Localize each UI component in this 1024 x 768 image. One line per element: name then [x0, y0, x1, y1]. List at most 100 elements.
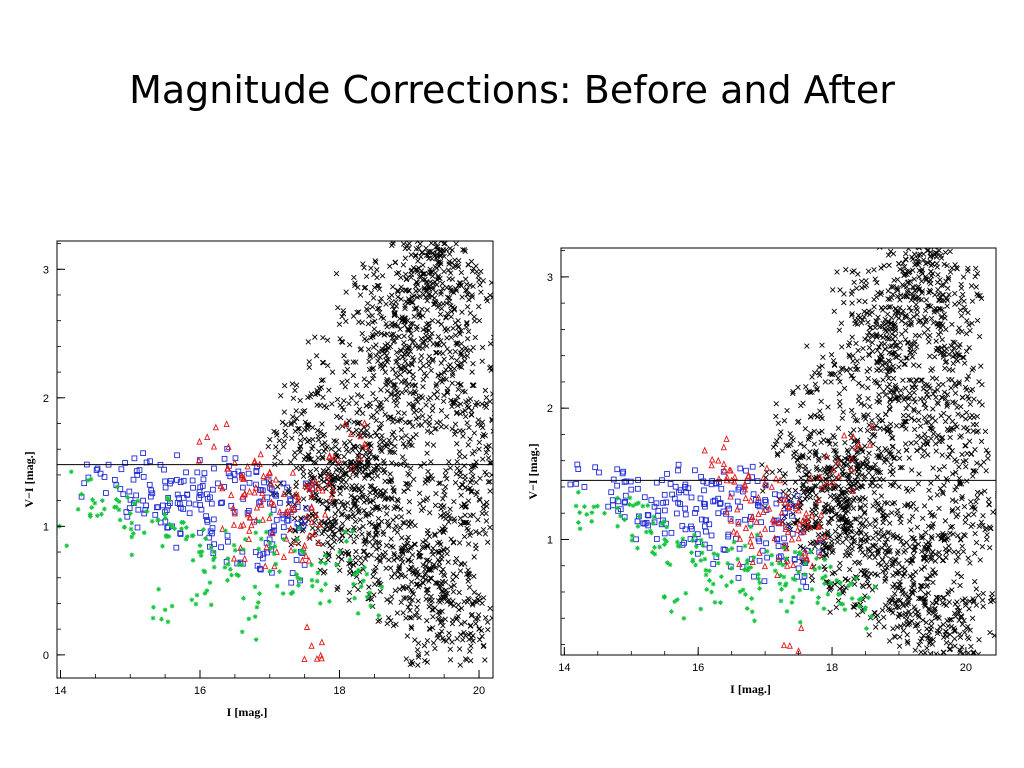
data-point-star	[88, 476, 94, 482]
data-point-cross	[909, 556, 915, 562]
data-point-triangle	[225, 443, 232, 450]
data-point-triangle	[230, 554, 238, 562]
data-point-cross	[876, 536, 882, 543]
data-point-cross	[454, 342, 460, 348]
data-point-cross	[443, 424, 449, 430]
data-point-cross	[449, 247, 455, 253]
data-point-cross	[309, 424, 316, 431]
data-point-cross	[458, 350, 464, 357]
data-point-cross	[293, 382, 300, 388]
data-point-cross	[807, 449, 813, 455]
data-point-star	[368, 603, 374, 609]
data-point-cross	[877, 483, 883, 489]
data-point-cross	[429, 476, 436, 482]
data-point-cross	[435, 304, 441, 311]
data-point-cross	[363, 306, 370, 312]
data-point-square	[727, 516, 734, 522]
data-point-square	[596, 469, 602, 476]
data-point-triangle	[283, 534, 290, 542]
data-point-cross	[452, 332, 459, 338]
data-point-square	[260, 550, 267, 557]
data-point-cross	[974, 413, 981, 420]
data-point-cross	[954, 404, 960, 411]
data-point-cross	[941, 261, 947, 268]
data-point-cross	[863, 572, 869, 578]
data-point-cross	[463, 504, 469, 510]
data-point-cross	[393, 270, 400, 277]
data-point-cross	[473, 479, 479, 486]
data-point-cross	[440, 566, 446, 573]
data-point-cross	[394, 418, 401, 424]
data-point-cross	[914, 621, 921, 627]
data-point-triangle	[246, 487, 253, 495]
y-axis-label: V−I [mag.]	[22, 451, 36, 507]
data-point-cross	[381, 554, 387, 560]
data-point-cross	[287, 459, 294, 465]
data-point-triangle	[748, 531, 755, 539]
data-point-square	[224, 532, 231, 539]
data-point-cross	[866, 583, 872, 589]
data-point-cross	[339, 521, 346, 527]
data-point-cross	[892, 306, 898, 312]
data-point-cross	[352, 554, 359, 561]
data-point-cross	[952, 290, 958, 297]
data-point-cross	[448, 354, 455, 361]
data-point-cross	[475, 612, 482, 618]
data-point-cross	[847, 366, 854, 372]
data-point-cross	[891, 500, 898, 506]
data-point-cross	[965, 265, 971, 272]
data-point-cross	[425, 396, 432, 403]
data-point-cross	[449, 380, 455, 386]
data-point-cross	[475, 273, 482, 279]
data-point-cross	[468, 635, 475, 641]
data-point-cross	[925, 441, 931, 447]
data-point-cross	[906, 268, 913, 275]
data-point-square	[749, 463, 756, 470]
data-point-square	[259, 487, 266, 494]
data-point-cross	[876, 618, 882, 625]
data-point-cross	[408, 625, 415, 632]
data-point-square	[180, 506, 187, 512]
data-point-cross	[424, 343, 430, 349]
data-point-cross	[391, 487, 397, 494]
data-point-cross	[475, 517, 481, 523]
data-point-cross	[313, 466, 320, 473]
data-point-cross	[461, 520, 468, 526]
data-point-cross	[918, 236, 923, 241]
data-point-cross	[944, 426, 951, 432]
data-point-triangle	[819, 483, 826, 491]
data-point-cross	[898, 331, 905, 337]
data-point-cross	[811, 428, 818, 435]
data-point-cross	[884, 500, 891, 506]
data-point-cross	[457, 568, 464, 574]
data-point-cross	[463, 571, 470, 577]
data-point-cross	[418, 268, 425, 274]
data-point-cross	[939, 394, 946, 401]
data-point-square	[196, 457, 203, 463]
data-point-square	[174, 491, 181, 498]
data-point-cross	[471, 573, 477, 580]
data-point-cross	[377, 557, 383, 563]
data-point-cross	[776, 467, 783, 474]
data-point-cross	[365, 512, 372, 518]
data-point-cross	[404, 537, 410, 543]
data-point-cross	[351, 539, 357, 545]
data-point-cross	[394, 287, 401, 294]
data-point-cross	[850, 604, 856, 610]
data-point-cross	[896, 394, 902, 401]
data-point-cross	[456, 467, 463, 474]
data-point-star	[114, 497, 119, 502]
data-point-cross	[965, 428, 971, 434]
data-point-cross	[449, 426, 455, 432]
data-point-cross	[406, 498, 413, 505]
data-point-cross	[462, 389, 468, 395]
data-point-cross	[395, 355, 401, 361]
data-point-cross	[416, 614, 422, 621]
data-point-square	[661, 530, 668, 537]
data-point-cross	[472, 616, 479, 622]
data-point-cross	[424, 530, 431, 537]
data-point-cross	[347, 474, 353, 481]
data-point-cross	[331, 516, 338, 522]
data-point-cross	[866, 352, 873, 358]
data-point-cross	[390, 544, 396, 550]
